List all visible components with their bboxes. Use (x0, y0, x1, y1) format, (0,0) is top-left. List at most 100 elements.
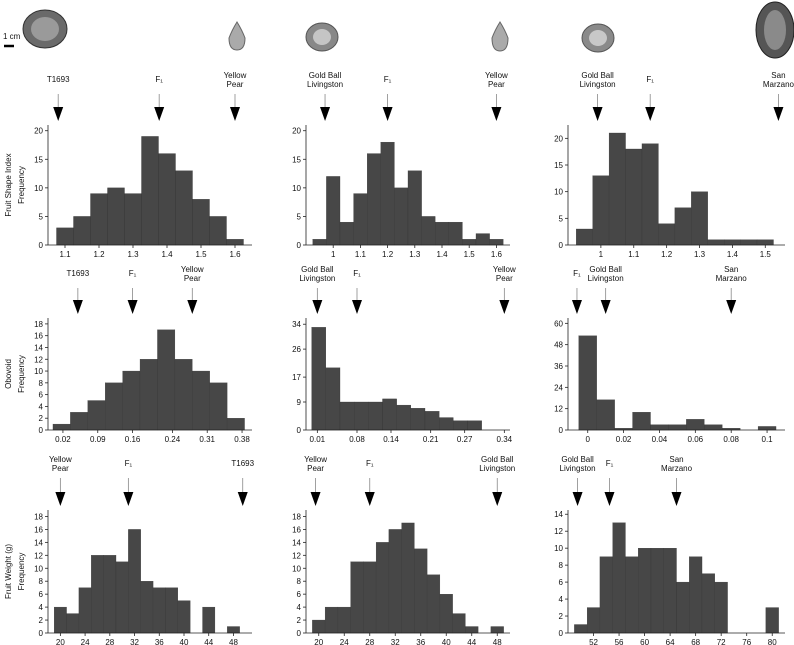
bar (641, 143, 659, 246)
bar (312, 239, 327, 246)
x-tick-label: 0.09 (90, 435, 106, 444)
marker-arrow (53, 107, 64, 121)
y-tick-label: 6 (559, 578, 564, 587)
y-tick-label: 2 (39, 616, 44, 625)
bar (91, 555, 104, 634)
bar (414, 548, 428, 634)
marker-label: F₁ (646, 75, 654, 84)
bar (382, 398, 397, 431)
y-tick-label: 0 (39, 426, 44, 435)
x-tick-label: 64 (666, 638, 675, 645)
marker-label: Livingston (479, 464, 515, 473)
x-tick-label: 1.1 (628, 250, 640, 259)
bar (674, 207, 692, 246)
bar (396, 404, 411, 431)
marker-arrow (604, 492, 615, 506)
y-tick-label: 14 (554, 510, 563, 519)
histogram-panel: 0 2 4 6 8 10 12 14 16 18 0.02 0.09 0.16 0.24 0.31 0.38 O… (4, 265, 252, 444)
marker-label: F₁ (129, 269, 137, 278)
y-tick-label: 14 (34, 538, 43, 547)
x-tick-label: 0.16 (125, 435, 141, 444)
y-tick-label: 14 (34, 343, 43, 352)
x-tick-label: 32 (130, 638, 139, 645)
bar (426, 574, 441, 634)
bar (410, 408, 426, 431)
bar (663, 548, 677, 634)
marker-label: Marzano (716, 274, 748, 283)
bar (115, 561, 129, 634)
x-tick-label: 1.2 (382, 250, 394, 259)
x-tick-label: 20 (314, 638, 323, 645)
marker-label: Pear (496, 274, 513, 283)
bar (625, 148, 643, 246)
x-tick-label: 80 (768, 638, 777, 645)
y-tick-label: 24 (554, 383, 563, 392)
bar (599, 556, 613, 634)
x-tick-label: 0.24 (165, 435, 181, 444)
y-tick-label: 0 (559, 426, 564, 435)
x-tick-label: 0.14 (383, 435, 399, 444)
histogram-panel: 0 9 17 26 34 0.01 0.08 0.14 0.21 0.27 0.34 Gold Bal… (292, 265, 516, 444)
y-tick-label: 0 (559, 629, 564, 638)
x-tick-label: 56 (615, 638, 624, 645)
y-tick-label: 0 (297, 426, 302, 435)
bar (757, 426, 777, 431)
y-tick-label: 12 (34, 355, 43, 364)
marker-arrow (310, 492, 321, 506)
bar (452, 613, 466, 634)
y-tick-label: 34 (292, 320, 301, 329)
bar (122, 370, 141, 431)
marker-arrow (671, 492, 682, 506)
marker-label: Livingston (307, 80, 343, 89)
marker-label: Yellow (493, 265, 516, 274)
bar (177, 600, 191, 634)
marker-arrow (127, 300, 138, 314)
bar (70, 412, 88, 431)
histogram-panel: 0 5 10 15 20 1 1.1 1.2 1.3 1.4 1.5 1.6 Gold BallLivi… (292, 71, 510, 259)
y-tick-label: 10 (34, 367, 43, 376)
y-tick-label: 4 (297, 603, 302, 612)
x-tick-label: 44 (204, 638, 213, 645)
bar (324, 606, 339, 634)
x-tick-label: 72 (717, 638, 726, 645)
bar (157, 329, 176, 431)
marker-label: F₁ (155, 75, 163, 84)
row-title: Fruit Shape Index (4, 153, 13, 216)
marker-arrow (72, 300, 83, 314)
marker-label: Yellow (485, 71, 508, 80)
marker-label: Yellow (224, 71, 247, 80)
x-tick-label: 1.2 (661, 250, 673, 259)
bar (689, 556, 703, 634)
bar (325, 367, 341, 431)
x-tick-label: 0.02 (616, 435, 632, 444)
bar (638, 548, 652, 634)
x-tick-label: 1 (331, 250, 336, 259)
y-axis-label: Frequency (17, 553, 26, 591)
marker-arrow (726, 300, 737, 314)
marker-arrow (352, 300, 362, 314)
y-tick-label: 2 (297, 616, 302, 625)
bar (339, 221, 354, 246)
fruit-images (4, 1, 794, 59)
bar (311, 327, 326, 431)
marker-label: F₁ (353, 269, 361, 278)
histogram-panel: 0 5 10 15 20 1.1 1.2 1.3 1.4 1.5 1.6 Fruit Shape In… (4, 71, 252, 259)
bar (578, 335, 597, 431)
x-tick-label: 0.27 (457, 435, 473, 444)
y-tick-label: 60 (554, 319, 563, 328)
y-tick-label: 20 (554, 134, 563, 143)
bar (714, 581, 728, 634)
bar (453, 420, 468, 431)
x-tick-label: 28 (105, 638, 114, 645)
bar (475, 233, 490, 246)
bar (140, 581, 154, 634)
x-tick-label: 1.2 (93, 250, 105, 259)
bar (592, 175, 610, 246)
bar (158, 153, 176, 246)
marker-arrow (492, 492, 503, 506)
x-tick-label: 44 (467, 638, 476, 645)
bar (165, 587, 178, 634)
bar (394, 187, 409, 246)
